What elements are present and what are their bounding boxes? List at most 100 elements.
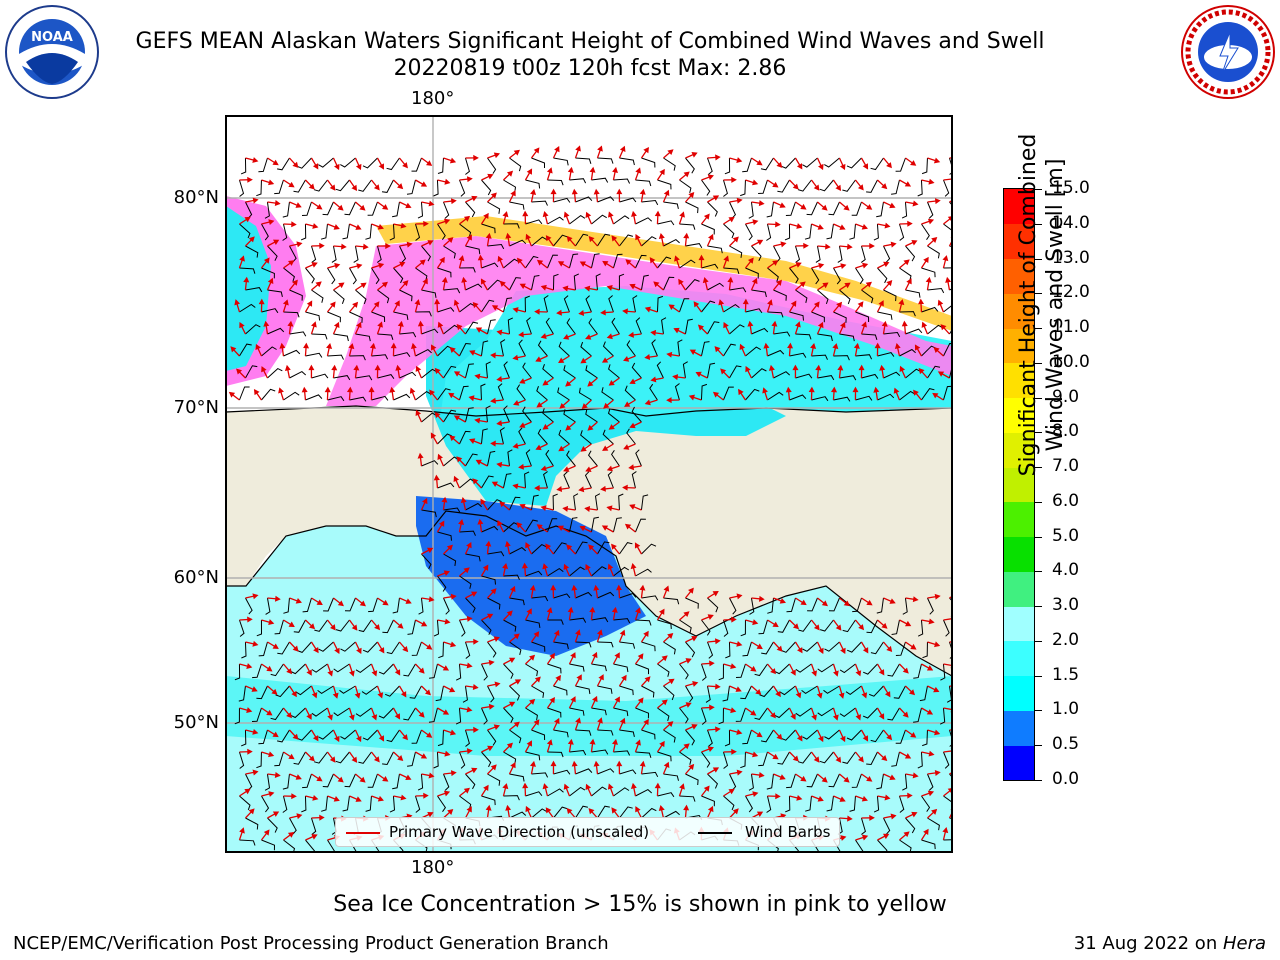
wind-barb <box>526 317 532 335</box>
wave-arrow-head <box>608 424 615 430</box>
wave-arrow-head <box>790 713 796 720</box>
colorbar-segment <box>1004 606 1034 642</box>
wave-arrow-head <box>499 280 506 287</box>
wave-arrow-head <box>619 717 626 725</box>
wind-barb <box>437 729 444 747</box>
wave-arrow-head <box>406 241 413 248</box>
wind-barb <box>507 449 513 467</box>
wave-arrow-head <box>326 342 333 349</box>
wind-barb <box>421 328 439 335</box>
wind-barb <box>663 810 680 819</box>
wave-arrow-head <box>510 190 516 197</box>
wind-barb <box>758 751 768 767</box>
wind-barb <box>657 707 670 722</box>
wind-barb <box>344 597 356 612</box>
chart-title: GEFS MEAN Alaskan Waters Significant Hei… <box>135 29 1045 54</box>
wind-barb <box>437 575 447 592</box>
wave-arrow-head <box>865 281 872 288</box>
wave-arrow-head <box>529 760 536 767</box>
wave-arrow-head <box>234 299 241 306</box>
wind-barb <box>536 386 548 401</box>
colorbar-segment <box>1004 571 1034 607</box>
wind-barb <box>487 157 497 174</box>
wave-arrow-head <box>611 235 618 242</box>
wave-arrow-head <box>855 670 862 677</box>
wind-barb <box>899 390 916 401</box>
wave-arrow-head <box>550 584 557 591</box>
wave-arrow-head <box>263 257 270 264</box>
wave-arrow-head <box>466 748 473 755</box>
wind-barb <box>611 317 620 335</box>
wind-barb <box>590 516 599 533</box>
wind-barb <box>442 201 450 219</box>
wave-arrow-head <box>496 461 503 468</box>
wave-arrow-head <box>437 321 444 328</box>
wave-arrow-head <box>890 241 897 248</box>
wave-arrow-head <box>692 681 699 687</box>
wave-arrow-head <box>889 598 896 604</box>
wave-arrow-head <box>650 376 657 383</box>
wind-barb <box>895 641 906 656</box>
wave-arrow-head <box>480 278 487 285</box>
wind-barb <box>640 274 649 291</box>
wind-barb <box>327 311 341 323</box>
wind-barb <box>891 179 900 195</box>
wind-barb <box>569 786 586 797</box>
wave-arrow-head <box>399 261 406 268</box>
wind-barb <box>480 707 488 725</box>
wave-arrow-head <box>526 608 532 615</box>
wave-arrow-head <box>295 774 302 780</box>
wind-barb <box>525 255 539 269</box>
wind-barb <box>382 751 394 766</box>
wind-barb <box>613 707 629 717</box>
wave-arrow-head <box>313 646 319 654</box>
wind-barb <box>261 267 275 279</box>
wind-barb <box>355 333 371 342</box>
wave-arrow-head <box>334 262 341 269</box>
wave-arrow-head <box>556 486 563 492</box>
wave-arrow-head <box>643 146 649 154</box>
wind-barb <box>234 663 241 681</box>
wind-barb <box>784 223 791 241</box>
wind-barb <box>270 707 284 721</box>
wind-barb <box>819 179 834 192</box>
wind-barb <box>619 729 635 738</box>
wind-barb <box>239 343 252 357</box>
wind-barb <box>635 217 653 225</box>
wind-barb <box>705 685 711 703</box>
wave-arrow-head <box>835 184 842 192</box>
wind-barb <box>371 354 389 360</box>
wave-arrow-head <box>449 729 457 736</box>
colorbar-segment <box>1004 640 1034 677</box>
wave-arrow-head <box>658 804 665 811</box>
wave-arrow-head <box>813 301 820 308</box>
wind-barb <box>569 214 586 225</box>
wind-barb <box>591 617 609 623</box>
wave-arrow-head <box>858 364 865 371</box>
wave-arrow-head <box>282 299 289 306</box>
wind-barb <box>485 361 491 379</box>
wave-arrow-head <box>518 331 524 338</box>
wind-barb <box>641 729 656 740</box>
wave-arrow-head <box>772 260 779 266</box>
wave-arrow-head <box>534 676 541 683</box>
wind-barb <box>767 311 784 318</box>
wave-arrow-head <box>688 587 694 594</box>
wind-barb <box>657 220 675 226</box>
wave-arrow-head <box>775 690 781 698</box>
wave-arrow-head <box>497 255 504 263</box>
wind-barb <box>729 365 742 379</box>
wave-arrow-head <box>886 279 893 287</box>
wave-arrow-head <box>666 351 673 358</box>
wind-barb <box>723 267 740 275</box>
wind-barb <box>725 641 731 659</box>
wind-barb <box>340 641 356 652</box>
wind-barb <box>607 408 620 423</box>
wave-arrow-head <box>736 157 743 164</box>
wave-arrow-head <box>296 241 303 248</box>
wave-arrow-head <box>910 732 917 738</box>
wind-barb <box>333 289 345 304</box>
wind-barb <box>349 355 366 361</box>
wind-barb <box>355 707 372 717</box>
wave-arrow-head <box>272 643 279 649</box>
